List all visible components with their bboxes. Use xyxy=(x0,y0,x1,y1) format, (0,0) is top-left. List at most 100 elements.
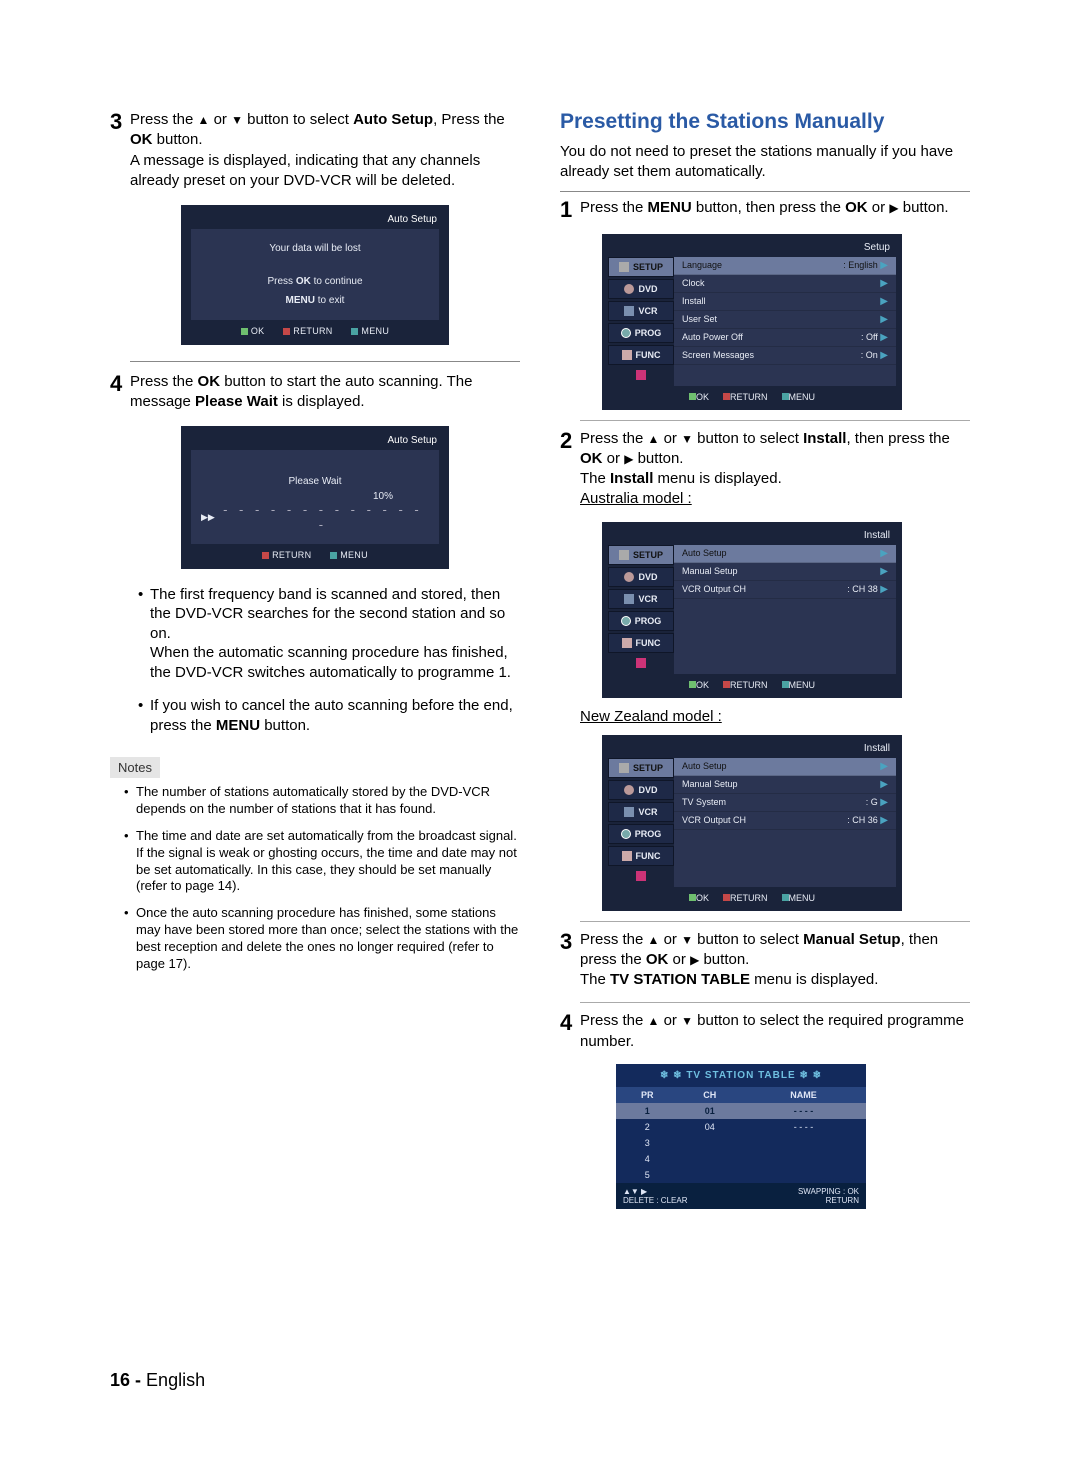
osd-footer: OK RETURN MENU xyxy=(608,386,896,404)
notes-label: Notes xyxy=(110,757,160,778)
tab-dvd: DVD xyxy=(608,567,674,587)
left-step-4: 4 Press the OK button to start the auto … xyxy=(110,372,520,413)
notes-list: The number of stations automatically sto… xyxy=(124,784,520,973)
step-number: 3 xyxy=(560,930,572,954)
note-item: Once the auto scanning procedure has fin… xyxy=(124,905,520,973)
up-icon xyxy=(648,430,660,447)
right-column: Presetting the Stations Manually You do … xyxy=(560,110,970,1219)
osd-content: Language: English ▶ Clock▶ Install▶ User… xyxy=(674,257,896,386)
step-number: 4 xyxy=(560,1011,572,1035)
osd-setup-menu: Setup SETUP DVD VCR PROG FUNC Language: … xyxy=(602,234,902,410)
prog-icon xyxy=(621,616,631,626)
page-footer: 16 - English xyxy=(110,1370,205,1391)
osd-tabs: SETUP DVD VCR PROG FUNC xyxy=(608,545,674,674)
menu-row: Screen Messages: On ▶ xyxy=(674,347,896,365)
osd-content: Auto Setup▶ Manual Setup▶ VCR Output CH:… xyxy=(674,545,896,674)
right-step-1: 1 Press the MENU button, then press the … xyxy=(560,198,970,222)
osd-footer: OK RETURN MENU xyxy=(608,887,896,905)
please-wait-text: Please Wait xyxy=(201,472,429,491)
gear-icon xyxy=(619,550,629,560)
prog-icon xyxy=(621,328,631,338)
osd-line: Press OK to continue xyxy=(199,272,431,291)
step-text: Press the OK button to start the auto sc… xyxy=(130,372,520,413)
menu-icon xyxy=(782,393,789,400)
osd-title: Setup xyxy=(608,240,896,257)
menu-row: Manual Setup▶ xyxy=(674,776,896,794)
tv-station-table: ❄ ❄ TV STATION TABLE ❄ ❄ PR CH NAME 101-… xyxy=(616,1064,866,1209)
tab-prog: PROG xyxy=(608,323,674,343)
return-icon xyxy=(262,552,269,559)
step-number: 3 xyxy=(110,110,122,134)
dvd-icon xyxy=(624,284,634,294)
table-row: 204- - - - xyxy=(616,1119,866,1135)
tab-vcr: VCR xyxy=(608,301,674,321)
table-row: 3 xyxy=(616,1135,866,1151)
return-icon xyxy=(723,393,730,400)
step-text: Press the MENU button, then press the OK… xyxy=(580,198,970,218)
vcr-icon xyxy=(624,807,634,817)
step-number: 1 xyxy=(560,198,572,222)
up-icon xyxy=(198,111,210,128)
menu-icon xyxy=(330,552,337,559)
ok-icon xyxy=(241,328,248,335)
osd-tabs: SETUP DVD VCR PROG FUNC xyxy=(608,758,674,887)
right-icon xyxy=(889,199,898,216)
prog-icon xyxy=(621,829,631,839)
down-icon xyxy=(681,931,693,948)
func-icon xyxy=(622,638,632,648)
gear-icon xyxy=(619,763,629,773)
return-icon xyxy=(723,894,730,901)
tab-setup: SETUP xyxy=(608,758,674,778)
menu-row: Manual Setup▶ xyxy=(674,563,896,581)
menu-icon xyxy=(782,681,789,688)
nz-model-label: New Zealand model : xyxy=(580,708,722,725)
tab-setup: SETUP xyxy=(608,257,674,277)
section-heading: Presetting the Stations Manually xyxy=(560,110,970,134)
joystick-icon xyxy=(636,370,646,380)
menu-row: Install▶ xyxy=(674,293,896,311)
ok-icon xyxy=(689,681,696,688)
osd-title: Auto Setup xyxy=(187,432,443,450)
tab-func: FUNC xyxy=(608,633,674,653)
right-step-2: 2 Press the or button to select Install,… xyxy=(560,429,970,510)
down-icon xyxy=(231,111,243,128)
left-column: 3 Press the or button to select Auto Set… xyxy=(110,110,520,1219)
table-row: 101- - - - xyxy=(616,1103,866,1119)
osd-title: Install xyxy=(608,528,896,545)
tab-vcr: VCR xyxy=(608,589,674,609)
intro-text: You do not need to preset the stations m… xyxy=(560,142,970,183)
table-header-row: PR CH NAME xyxy=(616,1087,866,1103)
osd-line: MENU to exit xyxy=(199,291,431,310)
menu-row: Auto Power Off: Off ▶ xyxy=(674,329,896,347)
func-icon xyxy=(622,851,632,861)
tab-vcr: VCR xyxy=(608,802,674,822)
return-icon xyxy=(283,328,290,335)
aus-model-label: Australia model : xyxy=(580,490,692,507)
vcr-icon xyxy=(624,594,634,604)
right-step-4: 4 Press the or button to select the requ… xyxy=(560,1011,970,1052)
step-number: 4 xyxy=(110,372,122,396)
menu-row: TV System: G ▶ xyxy=(674,794,896,812)
note-item: The number of stations automatically sto… xyxy=(124,784,520,818)
step-text: Press the or button to select Auto Setup… xyxy=(130,110,520,191)
menu-row: Auto Setup▶ xyxy=(674,758,896,776)
osd-tabs: SETUP DVD VCR PROG FUNC xyxy=(608,257,674,386)
table-row: 4 xyxy=(616,1151,866,1167)
tv-table-footer: ▲▼ ▶ DELETE : CLEAR SWAPPING : OK RETURN xyxy=(616,1183,866,1209)
table-row: 5 xyxy=(616,1167,866,1183)
bullet-list: The first frequency band is scanned and … xyxy=(138,585,520,736)
osd-auto-setup-confirm: Auto Setup Your data will be lost Press … xyxy=(181,205,449,345)
joystick-icon xyxy=(636,871,646,881)
osd-auto-setup-progress: Auto Setup Please Wait 10% ▶▶ - - - - - … xyxy=(181,426,449,569)
right-step-3: 3 Press the or button to select Manual S… xyxy=(560,930,970,991)
bullet-item: If you wish to cancel the auto scanning … xyxy=(138,696,520,735)
tab-dvd: DVD xyxy=(608,780,674,800)
progress-percent: 10% xyxy=(201,491,429,502)
menu-row: VCR Output CH: CH 38 ▶ xyxy=(674,581,896,599)
return-icon xyxy=(723,681,730,688)
joystick-icon xyxy=(636,658,646,668)
tab-prog: PROG xyxy=(608,611,674,631)
menu-row: Clock▶ xyxy=(674,275,896,293)
note-item: The time and date are set automatically … xyxy=(124,828,520,896)
left-step-3: 3 Press the or button to select Auto Set… xyxy=(110,110,520,191)
